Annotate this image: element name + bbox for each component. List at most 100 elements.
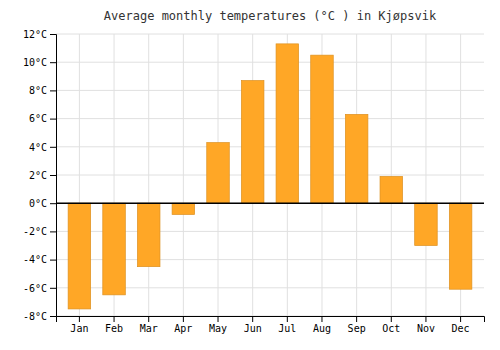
- x-tick-mark: [183, 316, 184, 322]
- bars: [68, 44, 472, 309]
- x-tick-mark: [391, 316, 392, 322]
- y-tick-label: -6°C: [23, 283, 47, 294]
- bar: [415, 203, 438, 245]
- bar: [311, 55, 334, 203]
- x-tick-mark: [218, 316, 219, 322]
- y-tick-label: -8°C: [23, 311, 47, 322]
- x-grid-line: [183, 34, 184, 316]
- x-tick-label: Dec: [452, 323, 470, 334]
- x-grid-line: [425, 34, 426, 316]
- x-tick-label: Oct: [382, 323, 400, 334]
- y-grid-line: [56, 34, 484, 35]
- y-tick-mark: [50, 260, 56, 261]
- y-tick: -6°C: [23, 283, 56, 294]
- y-tick-mark: [50, 62, 56, 63]
- x-tick: Jun: [244, 316, 262, 334]
- y-tick: 0°C: [29, 198, 56, 209]
- bar: [449, 203, 472, 289]
- y-tick-mark: [50, 147, 56, 148]
- y-tick: 6°C: [29, 113, 56, 124]
- bar: [103, 203, 126, 295]
- x-tick: Apr: [174, 316, 192, 334]
- x-axis: Jan Feb Mar Apr May Jun Jul Aug Sep Oct Nov Dec: [57, 316, 485, 334]
- x-tick-label: Jul: [278, 323, 296, 334]
- x-tick-mark: [287, 316, 288, 322]
- x-tick-mark: [356, 316, 357, 322]
- zero-line: [56, 202, 484, 204]
- y-grid-line: [56, 118, 484, 119]
- bar: [137, 203, 160, 266]
- y-tick-label: -4°C: [23, 254, 47, 265]
- x-tick-label: Jun: [244, 323, 262, 334]
- y-grid-line: [56, 146, 484, 147]
- x-tick-label: Sep: [348, 323, 366, 334]
- plot: -8°C -6°C -4°C -2°C 0°C 2°C 4°C 6°C 8°C 10°C 12°C J…: [23, 29, 485, 334]
- title: Average monthly temperatures (°C ) in Kj…: [104, 9, 437, 23]
- y-grid-line: [56, 62, 484, 63]
- x-tick: Nov: [417, 316, 435, 334]
- x-tick: Sep: [348, 316, 366, 334]
- y-tick: -4°C: [23, 254, 56, 265]
- x-tick-mark: [114, 316, 115, 322]
- bar: [276, 44, 299, 203]
- y-tick-mark: [50, 175, 56, 176]
- y-tick-label: 10°C: [23, 57, 47, 68]
- x-tick: Oct: [382, 316, 400, 334]
- x-tick: Feb: [105, 316, 123, 334]
- bar: [241, 81, 264, 204]
- y-grid-line: [56, 90, 484, 91]
- x-tick-label: Apr: [174, 323, 192, 334]
- y-tick-mark: [50, 90, 56, 91]
- x-tick-label: Feb: [105, 323, 123, 334]
- bar: [207, 143, 230, 204]
- y-tick-label: 4°C: [29, 142, 47, 153]
- y-tick-label: 12°C: [23, 29, 47, 40]
- y-tick-label: 6°C: [29, 113, 47, 124]
- y-tick-label: 0°C: [29, 198, 47, 209]
- y-grid-line: [56, 203, 484, 204]
- x-tick-label: Mar: [140, 323, 158, 334]
- x-tick-label: Nov: [417, 323, 435, 334]
- y-tick-mark: [50, 231, 56, 232]
- y-tick-mark: [50, 316, 56, 317]
- bar: [172, 203, 195, 214]
- chart: -8°C -6°C -4°C -2°C 0°C 2°C 4°C 6°C 8°C 10°C 12°C J…: [0, 0, 500, 350]
- y-tick-label: -2°C: [23, 226, 47, 237]
- grid: [56, 34, 484, 316]
- x-tick-mark: [321, 316, 322, 322]
- x-axis-line: [57, 317, 485, 323]
- y-axis: -8°C -6°C -4°C -2°C 0°C 2°C 4°C 6°C 8°C 10°C 12°C: [23, 29, 57, 322]
- y-tick: 2°C: [29, 170, 56, 181]
- y-tick-mark: [50, 288, 56, 289]
- y-tick: 8°C: [29, 85, 56, 96]
- x-tick-label: Aug: [313, 323, 331, 334]
- x-grid-line: [148, 34, 149, 316]
- y-tick-mark: [50, 119, 56, 120]
- y-tick: -2°C: [23, 226, 56, 237]
- bar: [345, 114, 368, 203]
- x-tick-mark: [425, 316, 426, 322]
- x-tick: Dec: [452, 316, 470, 334]
- y-tick: 4°C: [29, 142, 56, 153]
- x-tick-label: May: [209, 323, 227, 334]
- x-tick-mark: [252, 316, 253, 322]
- y-tick: -8°C: [23, 311, 56, 322]
- x-grid-line: [391, 34, 392, 316]
- y-tick-mark: [50, 203, 56, 204]
- bar: [380, 176, 403, 203]
- x-tick: Aug: [313, 316, 331, 334]
- x-tick: May: [209, 316, 227, 334]
- y-grid-line: [56, 175, 484, 176]
- y-tick-label: 8°C: [29, 85, 47, 96]
- x-tick-mark: [460, 316, 461, 322]
- y-tick: 10°C: [23, 57, 56, 68]
- x-tick-mark: [148, 316, 149, 322]
- y-axis-line: [50, 35, 57, 317]
- y-tick: 12°C: [23, 29, 56, 40]
- x-tick-label: Jan: [70, 323, 88, 334]
- y-tick-label: 2°C: [29, 170, 47, 181]
- x-tick: Jul: [278, 316, 296, 334]
- bar: [68, 203, 91, 309]
- x-tick: Jan: [70, 316, 88, 334]
- x-tick-mark: [79, 316, 80, 322]
